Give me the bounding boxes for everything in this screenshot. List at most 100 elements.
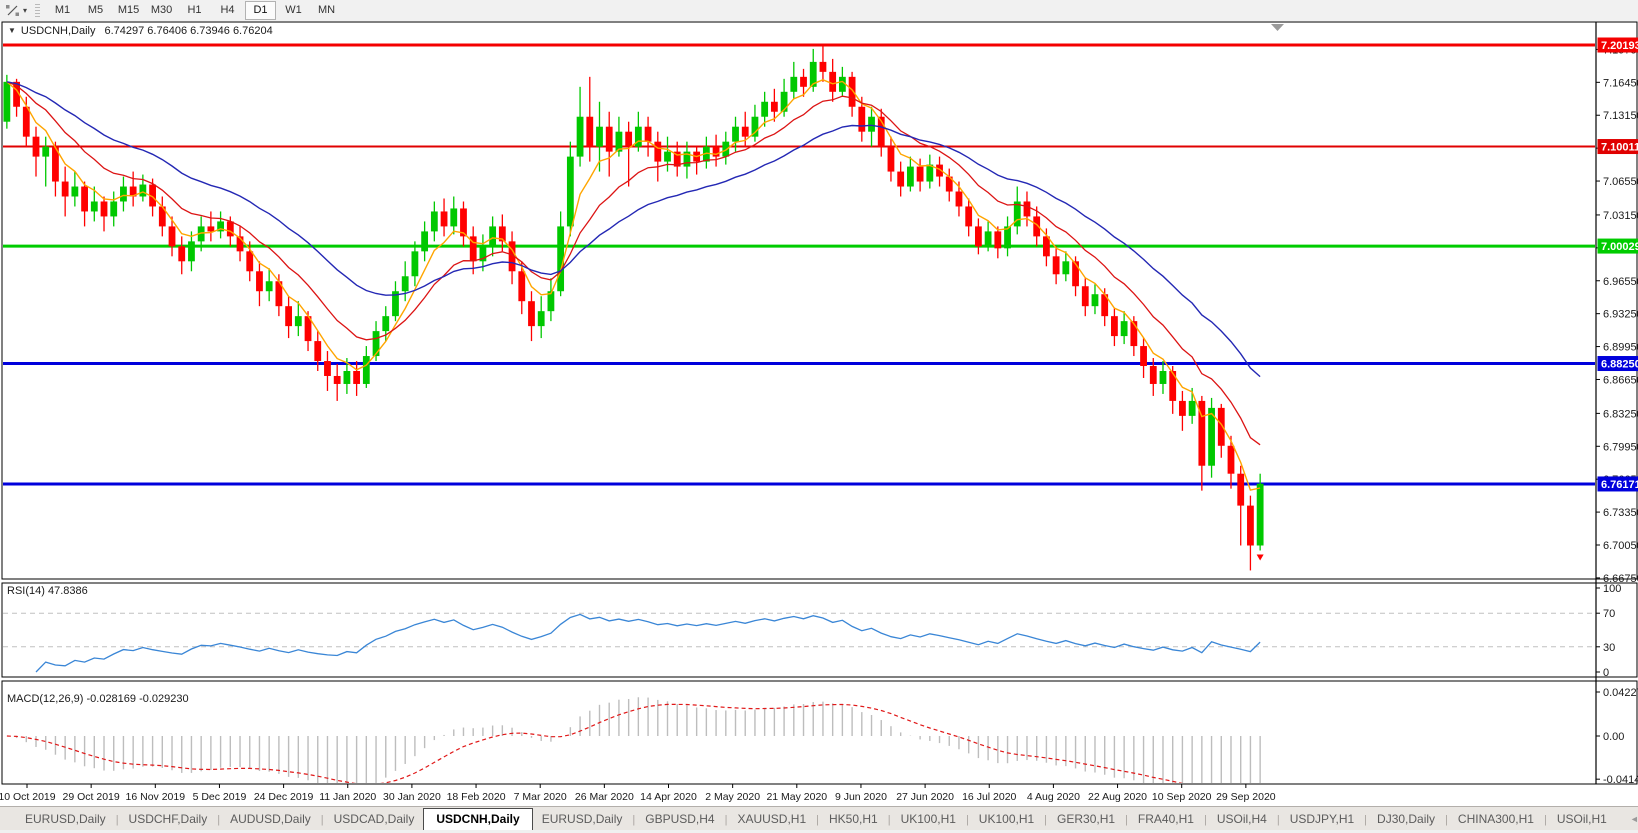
- svg-text:0: 0: [1603, 667, 1609, 679]
- chart-tab-usdcnh-daily[interactable]: USDCNH,Daily: [423, 808, 533, 831]
- chart-tab-usoil-h1[interactable]: USOil,H1: [1556, 812, 1607, 826]
- svg-text:100: 100: [1603, 583, 1621, 595]
- timeframe-button-h4[interactable]: H4: [220, 4, 235, 16]
- chart-tab-uk100-h1[interactable]: UK100,H1: [900, 812, 956, 826]
- svg-text:9 Jun 2020: 9 Jun 2020: [835, 791, 887, 803]
- svg-text:6.70050: 6.70050: [1603, 540, 1638, 552]
- svg-text:26 Mar 2020: 26 Mar 2020: [575, 791, 634, 803]
- chart-tab-eurusd-daily[interactable]: EURUSD,Daily: [25, 812, 106, 826]
- timeframe-button-w1[interactable]: W1: [285, 4, 302, 16]
- moving-average-lines: [6, 79, 1261, 491]
- toolbar-drag-handle[interactable]: [35, 4, 41, 17]
- svg-text:21 May 2020: 21 May 2020: [766, 791, 827, 803]
- svg-text:4 Aug 2020: 4 Aug 2020: [1027, 791, 1080, 803]
- chart-tab-dj30-daily[interactable]: DJ30,Daily: [1377, 812, 1436, 826]
- tab-separator: |: [887, 814, 891, 826]
- chart-tab-ger30-h1[interactable]: GER30,H1: [1057, 812, 1116, 826]
- svg-text:6.89950: 6.89950: [1603, 342, 1638, 354]
- chart-tab-audusd-daily[interactable]: AUDUSD,Daily: [230, 812, 311, 826]
- timeframe-button-mn[interactable]: MN: [317, 4, 336, 16]
- tab-separator: |: [1445, 814, 1448, 826]
- chart-tab-hk50-h1[interactable]: HK50,H1: [829, 812, 878, 826]
- svg-text:6.86650: 6.86650: [1603, 374, 1638, 386]
- svg-text:6.96550: 6.96550: [1603, 276, 1638, 288]
- chart-tab-usdcad-daily[interactable]: USDCAD,Daily: [333, 812, 415, 826]
- tab-separator: |: [1276, 814, 1280, 826]
- chart-tab-eurusd-daily[interactable]: EURUSD,Daily: [541, 812, 623, 826]
- tab-separator: |: [1364, 814, 1368, 826]
- rsi-panel[interactable]: [1, 582, 1638, 678]
- chart-canvas[interactable]: 7.197507.164507.131507.098507.065507.031…: [0, 21, 1638, 806]
- tab-scroll-left-icon[interactable]: ◄: [1629, 814, 1638, 824]
- svg-text:30 Jan 2020: 30 Jan 2020: [383, 791, 441, 803]
- ohlc-values: 6.74297 6.76406 6.73946 6.76204: [104, 25, 273, 37]
- chart-tab-fra40-h1[interactable]: FRA40,H1: [1137, 812, 1194, 826]
- chart-tab-gbpusd-h4[interactable]: GBPUSD,H4: [645, 812, 715, 826]
- svg-text:7.06550: 7.06550: [1603, 176, 1638, 188]
- chart-tab-usdchf-daily[interactable]: USDCHF,Daily: [128, 812, 208, 826]
- svg-text:10 Oct 2019: 10 Oct 2019: [0, 791, 56, 803]
- tab-separator: |: [724, 814, 728, 826]
- timeframe-button-h1[interactable]: H1: [187, 4, 202, 16]
- main-chart-panel[interactable]: [1, 21, 1638, 580]
- svg-text:6.76171: 6.76171: [1601, 479, 1638, 491]
- candlestick-series: [3, 45, 1264, 571]
- svg-text:6.83250: 6.83250: [1603, 408, 1638, 420]
- macd-panel[interactable]: [1, 680, 1638, 785]
- svg-text:7.10011: 7.10011: [1601, 142, 1638, 154]
- svg-text:10 Sep 2020: 10 Sep 2020: [1152, 791, 1212, 803]
- status-strip: [0, 830, 1638, 833]
- svg-text:16 Nov 2019: 16 Nov 2019: [126, 791, 186, 803]
- date-axis[interactable]: 10 Oct 2019 29 Oct 2019 16 Nov 2019 5 Dec 2…: [0, 784, 1276, 803]
- svg-text:6.66750: 6.66750: [1603, 573, 1638, 585]
- timeframe-button-d1[interactable]: D1: [245, 1, 277, 20]
- macd-axis[interactable]: 0.042275 0.00 -0.04148: [1596, 687, 1638, 786]
- panel-divider[interactable]: [2, 677, 1637, 681]
- chart-tabs: EURUSD,Daily | USDCHF,Daily | AUDUSD,Daily | U…: [16, 808, 1616, 831]
- chart-tab-china300-h1[interactable]: CHINA300,H1: [1457, 812, 1534, 826]
- macd-name: MACD(12,26,9): [7, 693, 84, 705]
- tab-separator: |: [816, 814, 819, 826]
- svg-text:7.16450: 7.16450: [1603, 77, 1638, 89]
- chart-tab-uk100-h1[interactable]: UK100,H1: [978, 812, 1035, 826]
- svg-text:5 Dec 2019: 5 Dec 2019: [193, 791, 247, 803]
- svg-text:7 Mar 2020: 7 Mar 2020: [514, 791, 567, 803]
- svg-text:-0.04148: -0.04148: [1603, 774, 1638, 786]
- tab-separator: |: [1044, 814, 1048, 826]
- macd-histogram: [15, 697, 1261, 783]
- tab-separator: |: [1125, 814, 1128, 826]
- svg-text:70: 70: [1603, 608, 1615, 620]
- timeframe-buttons: M1 M5 M15 M30 H1 H4 D1 W1 MN: [46, 1, 343, 20]
- chart-tab-usdjpy-h1[interactable]: USDJPY,H1: [1289, 812, 1355, 826]
- svg-text:14 Apr 2020: 14 Apr 2020: [640, 791, 697, 803]
- svg-text:0.00: 0.00: [1603, 731, 1624, 743]
- chart-shift-marker-icon[interactable]: [1271, 24, 1284, 31]
- tab-separator: |: [1203, 814, 1207, 826]
- level-price-labels: 7.20193 7.10011 7.00029 6.88250 6.76171: [1597, 37, 1638, 492]
- horizontal-level-lines[interactable]: [2, 43, 1596, 486]
- timeframe-button-m1[interactable]: M1: [54, 4, 71, 16]
- timeframe-button-m30[interactable]: M30: [150, 4, 173, 16]
- svg-text:30: 30: [1603, 642, 1615, 654]
- svg-text:7.20193: 7.20193: [1601, 40, 1638, 52]
- rsi-line: [35, 613, 1261, 673]
- timeframe-button-m15[interactable]: M15: [117, 4, 140, 16]
- symbol-timeframe-label: USDCNH,Daily: [20, 25, 96, 37]
- symbol-dropdown-icon[interactable]: ▼: [8, 26, 16, 35]
- svg-text:2 May 2020: 2 May 2020: [705, 791, 760, 803]
- crosshair-tool-button[interactable]: ▾: [0, 2, 31, 20]
- rsi-current-value: 47.8386: [47, 585, 88, 597]
- svg-text:6.88250: 6.88250: [1601, 359, 1638, 371]
- chart-window-title: ▼ USDCNH,Daily 6.74297 6.76406 6.73946 6.7…: [8, 25, 273, 37]
- svg-text:22 Aug 2020: 22 Aug 2020: [1088, 791, 1147, 803]
- chevron-down-icon: ▾: [23, 6, 28, 15]
- panel-divider[interactable]: [2, 579, 1637, 583]
- chart-tab-usoil-h4[interactable]: USOil,H4: [1216, 812, 1267, 826]
- svg-text:7.00029: 7.00029: [1601, 241, 1638, 253]
- svg-text:11 Jan 2020: 11 Jan 2020: [319, 791, 376, 803]
- timeframe-button-m5[interactable]: M5: [87, 4, 104, 16]
- chart-tab-xauusd-h1[interactable]: XAUUSD,H1: [737, 812, 807, 826]
- rsi-axis[interactable]: 100 70 30 0: [1596, 583, 1621, 679]
- svg-text:6.79950: 6.79950: [1603, 441, 1638, 453]
